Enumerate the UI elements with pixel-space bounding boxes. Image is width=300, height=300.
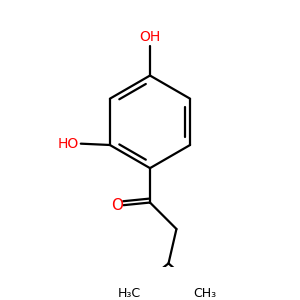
Text: O: O bbox=[111, 198, 123, 213]
Text: CH₃: CH₃ bbox=[194, 287, 217, 300]
Text: HO: HO bbox=[57, 137, 79, 151]
Text: OH: OH bbox=[140, 30, 160, 44]
Text: H₃C: H₃C bbox=[118, 287, 141, 300]
